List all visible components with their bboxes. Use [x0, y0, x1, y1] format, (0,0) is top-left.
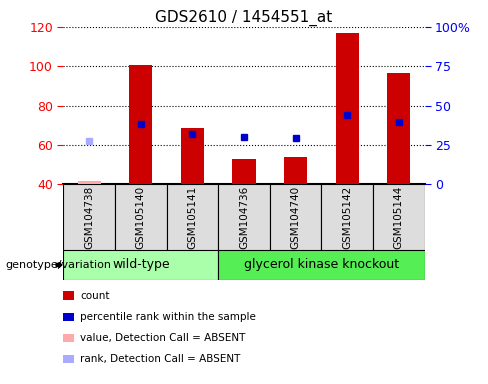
- Text: GSM105141: GSM105141: [187, 185, 198, 248]
- Text: genotype/variation: genotype/variation: [5, 260, 111, 270]
- Title: GDS2610 / 1454551_at: GDS2610 / 1454551_at: [155, 9, 333, 25]
- Bar: [232, 159, 256, 184]
- Text: percentile rank within the sample: percentile rank within the sample: [80, 312, 256, 322]
- Text: count: count: [80, 291, 109, 301]
- Bar: [322, 184, 373, 250]
- Bar: [218, 184, 270, 250]
- Text: GSM104736: GSM104736: [239, 185, 249, 248]
- Bar: [387, 73, 410, 184]
- Text: GSM104738: GSM104738: [84, 185, 94, 248]
- Bar: [115, 184, 166, 250]
- Bar: [270, 184, 322, 250]
- Text: rank, Detection Call = ABSENT: rank, Detection Call = ABSENT: [80, 354, 241, 364]
- Text: GSM105144: GSM105144: [394, 185, 404, 248]
- Text: glycerol kinase knockout: glycerol kinase knockout: [244, 258, 399, 271]
- Bar: [336, 33, 359, 184]
- Bar: [129, 65, 152, 184]
- Text: GSM105142: GSM105142: [342, 185, 352, 248]
- Text: GSM104740: GSM104740: [290, 185, 301, 248]
- Bar: [373, 184, 425, 250]
- Bar: [78, 181, 101, 184]
- Bar: [181, 128, 204, 184]
- Bar: [166, 184, 218, 250]
- Text: value, Detection Call = ABSENT: value, Detection Call = ABSENT: [80, 333, 245, 343]
- Text: GSM105140: GSM105140: [136, 185, 146, 248]
- Bar: [218, 250, 425, 280]
- Text: wild-type: wild-type: [112, 258, 170, 271]
- Bar: [63, 184, 115, 250]
- Bar: [63, 250, 218, 280]
- Bar: [284, 157, 307, 184]
